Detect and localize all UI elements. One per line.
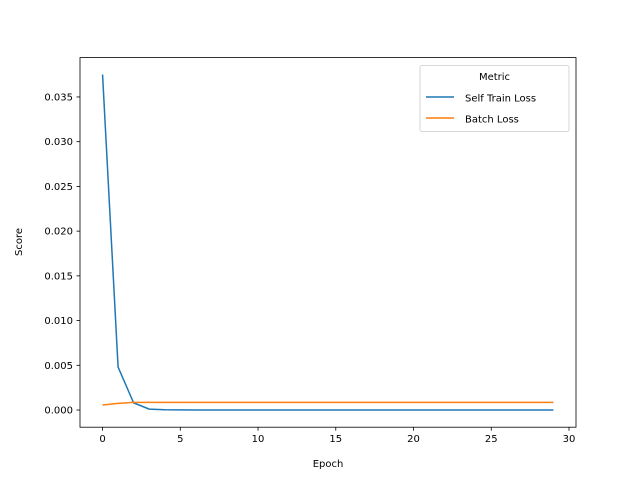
legend-box <box>419 65 570 132</box>
x-axis-label: Epoch <box>313 459 344 470</box>
series-line-batch-loss <box>102 401 554 406</box>
legend-label-self-train-loss: Self Train Loss <box>465 94 536 105</box>
legend-title: Metric <box>479 72 510 83</box>
x-tick-label: 25 <box>485 434 498 445</box>
series-line-self-train-loss <box>101 74 554 411</box>
y-tick-label: 0.000 <box>44 406 73 417</box>
legend-label-batch-loss: Batch Loss <box>465 115 519 126</box>
legend: Metric Self Train Loss Batch Loss <box>419 65 570 132</box>
plot-frame <box>79 57 577 428</box>
x-tick-label: 20 <box>407 434 420 445</box>
y-axis: 0.000 0.005 0.010 0.015 0.020 0.025 0.030 0.035 <box>44 92 80 417</box>
y-axis-label: Score <box>14 228 25 256</box>
series-lines <box>101 74 554 411</box>
x-tick-label: 15 <box>329 434 342 445</box>
x-tick-label: 0 <box>99 434 105 445</box>
y-tick-label: 0.020 <box>44 227 73 238</box>
x-axis: 0 5 10 15 20 25 30 <box>99 427 575 445</box>
y-tick-label: 0.005 <box>44 361 73 372</box>
y-tick-label: 0.025 <box>44 182 73 193</box>
x-tick-label: 5 <box>177 434 183 445</box>
y-tick-label: 0.010 <box>44 316 73 327</box>
x-tick-label: 30 <box>563 434 576 445</box>
y-tick-label: 0.015 <box>44 271 73 282</box>
y-tick-label: 0.035 <box>44 92 73 103</box>
x-tick-label: 10 <box>252 434 265 445</box>
y-tick-label: 0.030 <box>44 137 73 148</box>
